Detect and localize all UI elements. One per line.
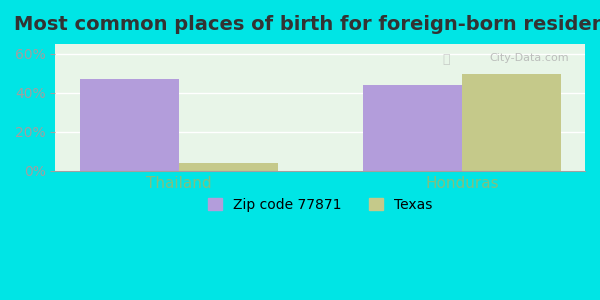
- Bar: [462, 74, 561, 171]
- Bar: [363, 85, 462, 171]
- Text: ⌕: ⌕: [442, 53, 450, 66]
- Title: Most common places of birth for foreign-born residents: Most common places of birth for foreign-…: [14, 15, 600, 34]
- Legend: Zip code 77871, Texas: Zip code 77871, Texas: [202, 192, 438, 217]
- Text: City-Data.com: City-Data.com: [490, 53, 569, 63]
- Bar: [80, 79, 179, 171]
- Bar: [179, 163, 278, 171]
